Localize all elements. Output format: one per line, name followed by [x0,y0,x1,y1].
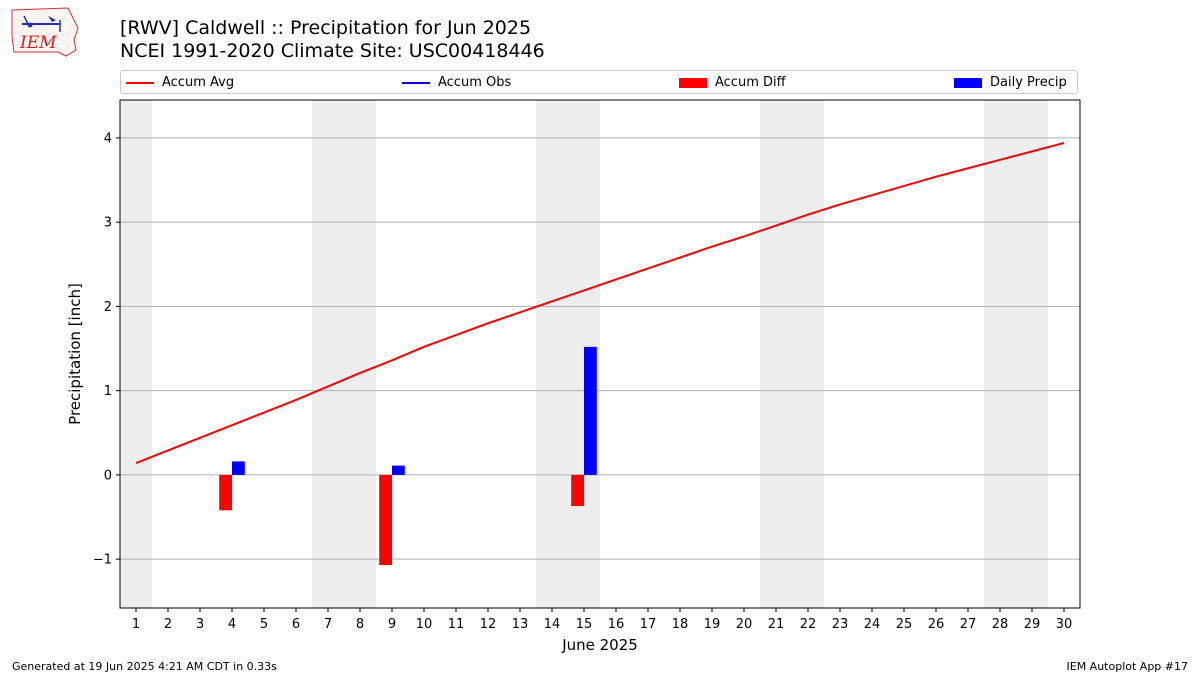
legend-swatch [402,81,430,84]
x-tick-label: 28 [992,617,1009,632]
legend-item-accum-avg: Accum Avg [126,74,234,92]
weekend-band [312,100,376,608]
y-tick-label: 3 [104,216,112,231]
y-axis-label: Precipitation [inch] [66,283,84,425]
y-tick-label: 2 [104,300,112,315]
plot-frame [119,99,1081,609]
legend: Accum Avg Accum Obs Accum Diff Daily Pre… [120,70,1078,94]
accum-diff-bar [219,474,232,511]
x-tick-label: 12 [480,617,497,632]
accum-diff-bar [379,474,392,566]
x-axis-label: June 2025 [561,636,638,654]
x-tick-label: 5 [260,617,268,632]
x-tick-label: 6 [292,617,300,632]
weekend-band [760,100,824,608]
y-tick-label: 4 [104,131,112,146]
y-tick-label: −1 [93,553,112,568]
x-tick-label: 20 [736,617,753,632]
y-tick-label: 1 [104,384,112,399]
legend-label: Daily Precip [990,75,1067,90]
x-tick-label: 9 [388,617,396,632]
x-tick-label: 18 [672,617,689,632]
x-tick-label: 27 [960,617,977,632]
x-tick-label: 2 [164,617,172,632]
accum-diff-bar [571,474,584,507]
x-tick-label: 3 [196,617,204,632]
x-tick-label: 14 [544,617,561,632]
title-line-1: [RWV] Caldwell :: Precipitation for Jun … [120,17,532,39]
iem-logo [8,6,80,58]
footer-app: IEM Autoplot App #17 [1066,660,1189,673]
footer-generated: Generated at 19 Jun 2025 4:21 AM CDT in … [12,660,277,673]
title-line-2: NCEI 1991-2020 Climate Site: USC00418446 [120,40,545,62]
y-tick-label: 0 [104,468,112,483]
chart-title: [RWV] Caldwell :: Precipitation for Jun … [120,17,545,63]
x-tick-label: 16 [608,617,625,632]
x-tick-label: 11 [448,617,465,632]
legend-item-daily-precip: Daily Precip [954,74,1067,92]
daily-precip-bar [232,461,245,475]
x-tick-label: 1 [132,617,140,632]
x-tick-label: 4 [228,617,236,632]
x-tick-label: 24 [864,617,881,632]
x-tick-label: 29 [1024,617,1041,632]
x-tick-label: 10 [416,617,433,632]
x-tick-label: 30 [1056,617,1073,632]
x-tick-label: 23 [832,617,849,632]
accum-avg-line [135,141,1065,465]
x-tick-label: 26 [928,617,945,632]
legend-item-accum-diff: Accum Diff [679,74,786,92]
daily-precip-bar [392,465,405,475]
x-tick-label: 25 [896,617,913,632]
legend-item-accum-obs: Accum Obs [402,74,511,92]
legend-swatch [954,77,982,88]
weekend-band [120,100,152,608]
x-tick-label: 13 [512,617,529,632]
legend-label: Accum Obs [438,75,512,90]
x-tick-label: 15 [576,617,593,632]
iowa-map-icon [11,7,79,57]
x-tick-label: 21 [768,617,785,632]
x-tick-label: 22 [800,617,817,632]
legend-swatch [126,81,154,84]
legend-label: Accum Diff [715,75,786,90]
x-tick-label: 8 [356,617,364,632]
logo-text: IEM [20,33,57,53]
weekend-band [984,100,1048,608]
daily-precip-bar [584,346,597,475]
x-tick-label: 17 [640,617,657,632]
legend-label: Accum Avg [162,75,235,90]
legend-swatch [679,77,707,88]
x-tick-label: 19 [704,617,721,632]
x-tick-label: 7 [324,617,332,632]
